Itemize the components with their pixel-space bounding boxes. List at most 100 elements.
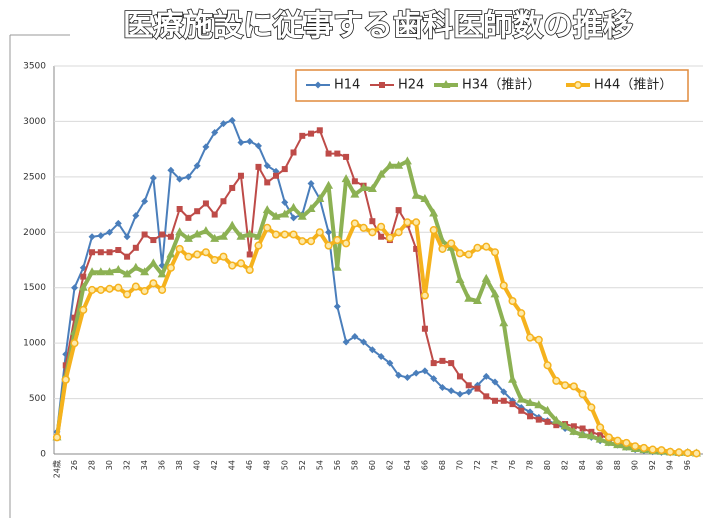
point: [158, 285, 167, 294]
point: [439, 357, 446, 364]
point: [412, 218, 421, 227]
point: [509, 401, 516, 408]
point: [378, 233, 385, 240]
point: [280, 209, 290, 218]
point: [315, 194, 325, 203]
x-tick-label: 46: [245, 460, 254, 470]
x-tick-label: 86: [596, 460, 605, 470]
point: [385, 160, 395, 169]
point: [62, 362, 69, 369]
point: [596, 423, 605, 432]
x-tick-label: 88: [613, 460, 622, 470]
point: [148, 258, 158, 267]
point: [570, 423, 577, 430]
point: [535, 416, 542, 423]
point: [341, 174, 351, 183]
point: [394, 160, 404, 169]
point: [254, 241, 263, 250]
point: [211, 129, 219, 137]
point: [413, 245, 420, 252]
point: [193, 250, 202, 259]
point: [604, 437, 614, 446]
point: [499, 318, 509, 327]
x-tick-label: 94: [666, 460, 675, 470]
point: [150, 237, 157, 244]
point: [236, 259, 246, 268]
x-tick-label: 74: [491, 460, 500, 470]
point: [333, 235, 342, 245]
x-tick-label: 60: [368, 460, 377, 470]
point: [97, 249, 104, 256]
x-tick-label: 36: [158, 460, 167, 470]
point: [61, 375, 70, 384]
point: [280, 230, 289, 239]
point: [385, 233, 394, 242]
point: [472, 296, 482, 305]
point: [350, 189, 360, 198]
point: [70, 339, 79, 348]
point: [105, 284, 114, 293]
x-tick-label: 48: [263, 460, 272, 470]
point: [115, 247, 122, 254]
x-tick-label: 38: [175, 460, 184, 470]
point: [482, 372, 490, 380]
point: [52, 433, 62, 442]
point: [441, 80, 451, 88]
point: [657, 446, 666, 455]
x-tick-label: 82: [561, 460, 570, 470]
x-tick-label: 78: [526, 460, 535, 470]
point: [166, 249, 176, 258]
point: [141, 197, 149, 205]
point: [290, 149, 297, 156]
point: [88, 233, 96, 241]
series-line: [55, 220, 697, 456]
point: [474, 385, 481, 392]
point: [350, 219, 359, 228]
point: [245, 265, 254, 275]
point: [262, 205, 272, 214]
point: [674, 448, 684, 457]
point: [420, 291, 429, 300]
point: [377, 222, 386, 231]
point: [692, 449, 701, 458]
point: [508, 374, 518, 383]
point: [246, 251, 253, 258]
point: [579, 425, 586, 432]
point: [465, 382, 472, 389]
point: [255, 163, 262, 170]
point: [131, 262, 141, 271]
point: [263, 223, 272, 232]
point: [342, 338, 350, 346]
point: [639, 443, 648, 452]
y-tick-label: 2500: [23, 172, 46, 182]
x-tick-label: 40: [193, 460, 202, 470]
point: [210, 233, 220, 242]
point: [586, 431, 596, 440]
point: [228, 116, 236, 124]
point: [105, 267, 115, 276]
point: [368, 346, 376, 354]
y-tick-label: 500: [29, 394, 46, 404]
point: [483, 393, 490, 400]
x-tick-label: 92: [648, 460, 657, 470]
point: [228, 261, 237, 270]
point: [71, 284, 79, 292]
point: [447, 387, 455, 395]
point: [316, 127, 323, 134]
point: [236, 231, 246, 240]
point: [367, 184, 377, 193]
point: [360, 338, 368, 346]
point: [290, 214, 298, 222]
point: [573, 80, 583, 90]
point: [184, 173, 192, 181]
point: [411, 190, 421, 199]
point: [281, 198, 289, 206]
point: [132, 212, 140, 220]
point: [332, 262, 342, 271]
point: [394, 228, 403, 237]
x-tick-label: 32: [123, 460, 132, 470]
point: [395, 371, 403, 379]
point: [648, 445, 657, 454]
x-tick-label: 26: [70, 460, 79, 470]
point: [351, 332, 359, 340]
